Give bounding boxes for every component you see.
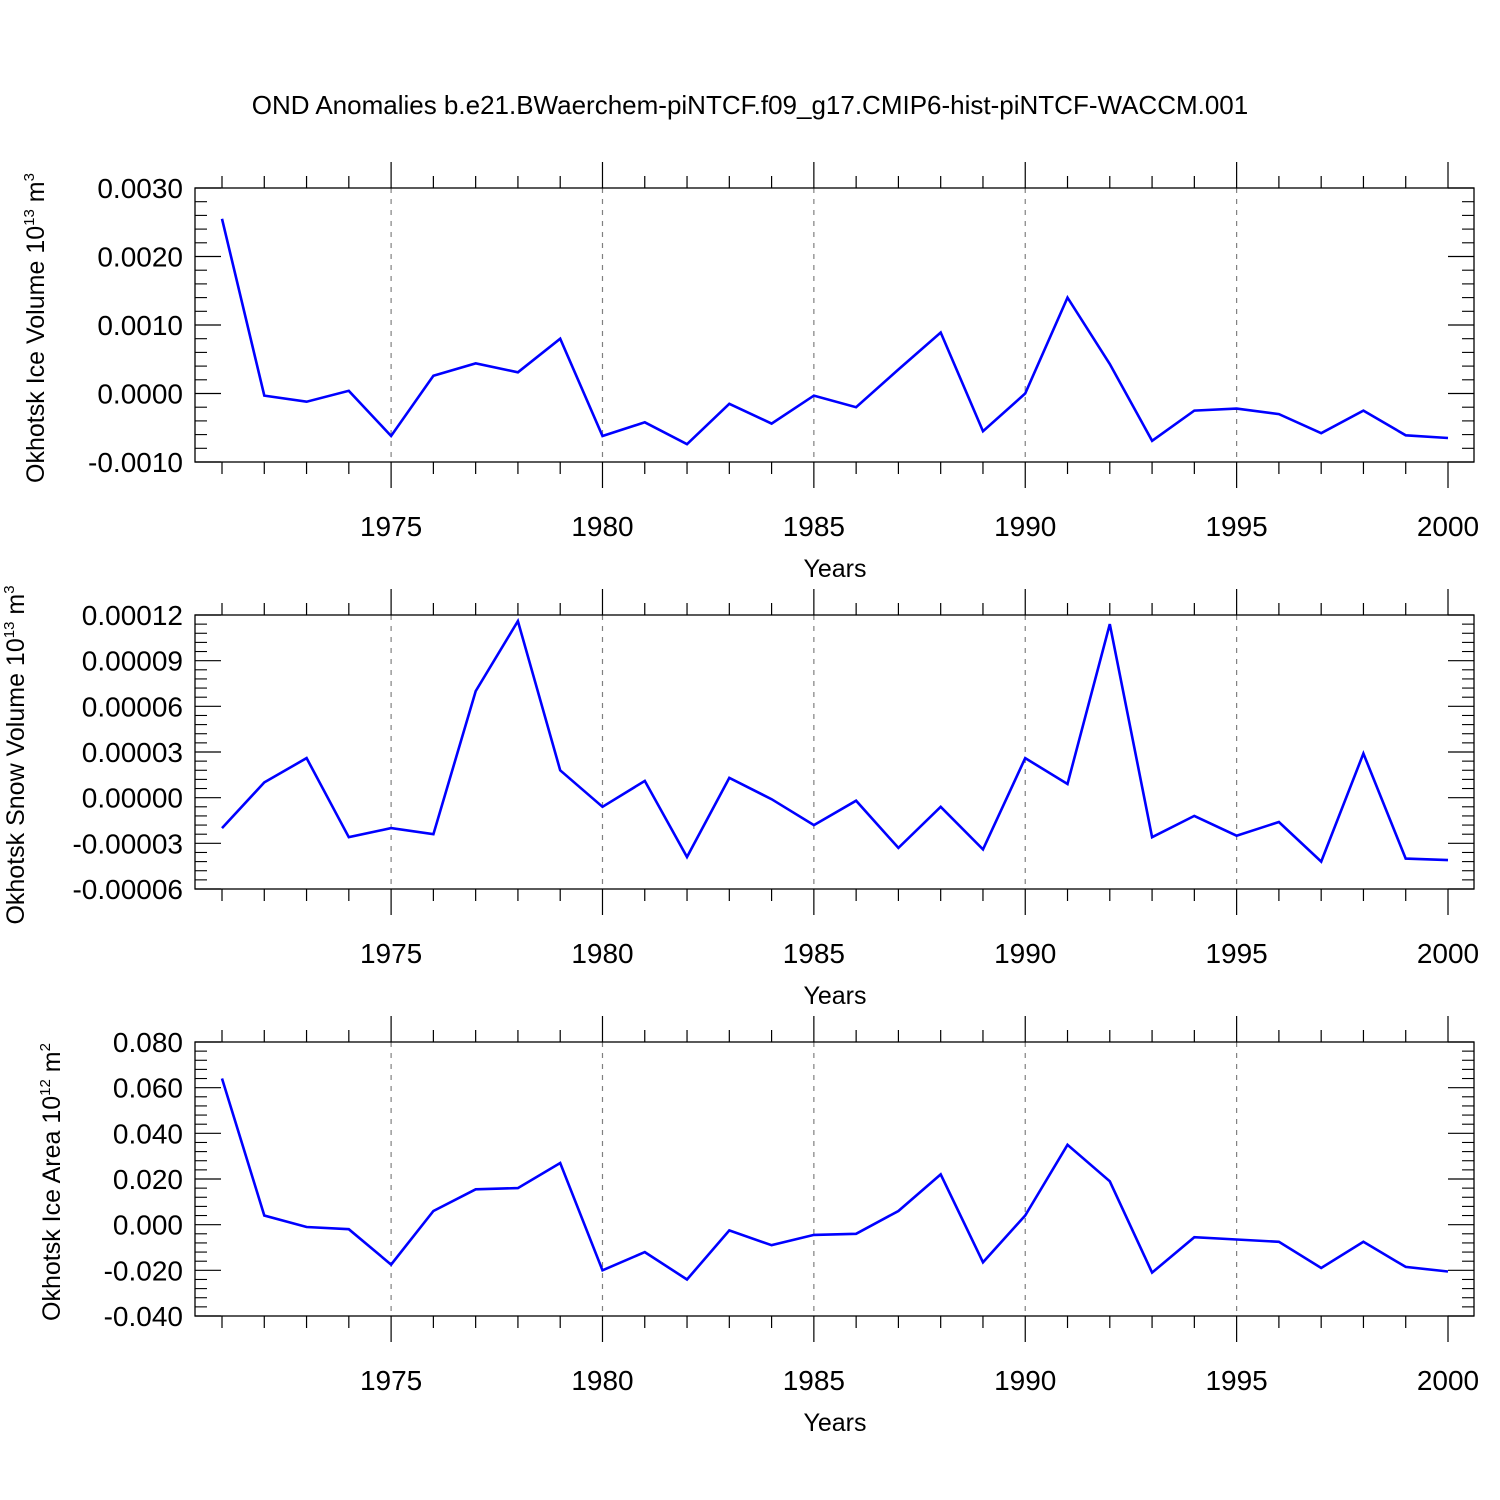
y-tick-label: 0.060 — [113, 1073, 183, 1104]
x-tick-label: 1985 — [783, 1365, 845, 1396]
y-axis-label: Okhotsk Snow Volume 1013 m3 — [1, 585, 30, 924]
panels: -0.0010 0.0000 0.0010 0.0020 0.0030 1975 1980 1… — [1, 162, 1479, 1437]
y-tick-label: 0.0010 — [97, 310, 183, 341]
y-tick-label: 0.00009 — [82, 646, 183, 677]
panel-2: -0.00006 -0.00003 0.00000 0.00003 0.00006 0.0… — [1, 585, 1479, 1010]
x-tick-label: 1980 — [571, 938, 633, 969]
x-tick-label: 1995 — [1205, 1365, 1267, 1396]
x-tick-label: 1985 — [783, 511, 845, 542]
y-axis-label: Okhotsk Ice Volume 1013 m3 — [21, 173, 50, 483]
y-tick-label: 0.0030 — [97, 173, 183, 204]
y-tick-label: 0.080 — [113, 1027, 183, 1058]
main-title: OND Anomalies b.e21.BWaerchem-piNTCF.f09… — [252, 90, 1248, 120]
series-line — [220, 218, 1449, 446]
series-line — [220, 1078, 1449, 1282]
x-tick-label: 2000 — [1417, 511, 1479, 542]
x-tick-label: 1980 — [571, 1365, 633, 1396]
x-tick-label: 1975 — [360, 938, 422, 969]
x-tick-label: 1990 — [994, 938, 1056, 969]
y-tick-label: 0.0000 — [97, 379, 183, 410]
x-tick-label: 2000 — [1417, 938, 1479, 969]
x-tick-label: 2000 — [1417, 1365, 1479, 1396]
y-tick-label: 0.00012 — [82, 600, 183, 631]
x-tick-label: 1975 — [360, 511, 422, 542]
y-tick-label: 0.020 — [113, 1164, 183, 1195]
y-tick-label: -0.040 — [104, 1301, 183, 1332]
y-tick-label: 0.00003 — [82, 737, 183, 768]
panel-3: -0.040 -0.020 0.000 0.020 0.040 0.060 0.080 197… — [37, 1016, 1479, 1437]
x-tick-label: 1975 — [360, 1365, 422, 1396]
y-tick-label: 0.00000 — [82, 783, 183, 814]
series-line — [221, 617, 1449, 864]
x-tick-label: 1985 — [783, 938, 845, 969]
x-tick-label: 1990 — [994, 511, 1056, 542]
panel-1: -0.0010 0.0000 0.0010 0.0020 0.0030 1975 1980 1… — [21, 162, 1479, 583]
y-tick-label: -0.0010 — [88, 447, 183, 478]
y-tick-label: 0.040 — [113, 1118, 183, 1149]
x-axis-label: Years — [803, 555, 866, 583]
y-tick-label: 0.0020 — [97, 242, 183, 273]
x-tick-label: 1995 — [1205, 938, 1267, 969]
x-axis-label: Years — [803, 1409, 866, 1437]
y-tick-label: -0.00003 — [72, 828, 183, 859]
x-axis-label: Years — [803, 982, 866, 1010]
y-tick-label: -0.00006 — [72, 874, 183, 905]
y-tick-label: 0.000 — [113, 1210, 183, 1241]
x-tick-label: 1980 — [571, 511, 633, 542]
y-axis-label: Okhotsk Ice Area 1012 m2 — [37, 1043, 66, 1321]
y-tick-label: -0.020 — [104, 1255, 183, 1286]
x-tick-label: 1995 — [1205, 511, 1267, 542]
y-tick-label: 0.00006 — [82, 691, 183, 722]
x-tick-label: 1990 — [994, 1365, 1056, 1396]
